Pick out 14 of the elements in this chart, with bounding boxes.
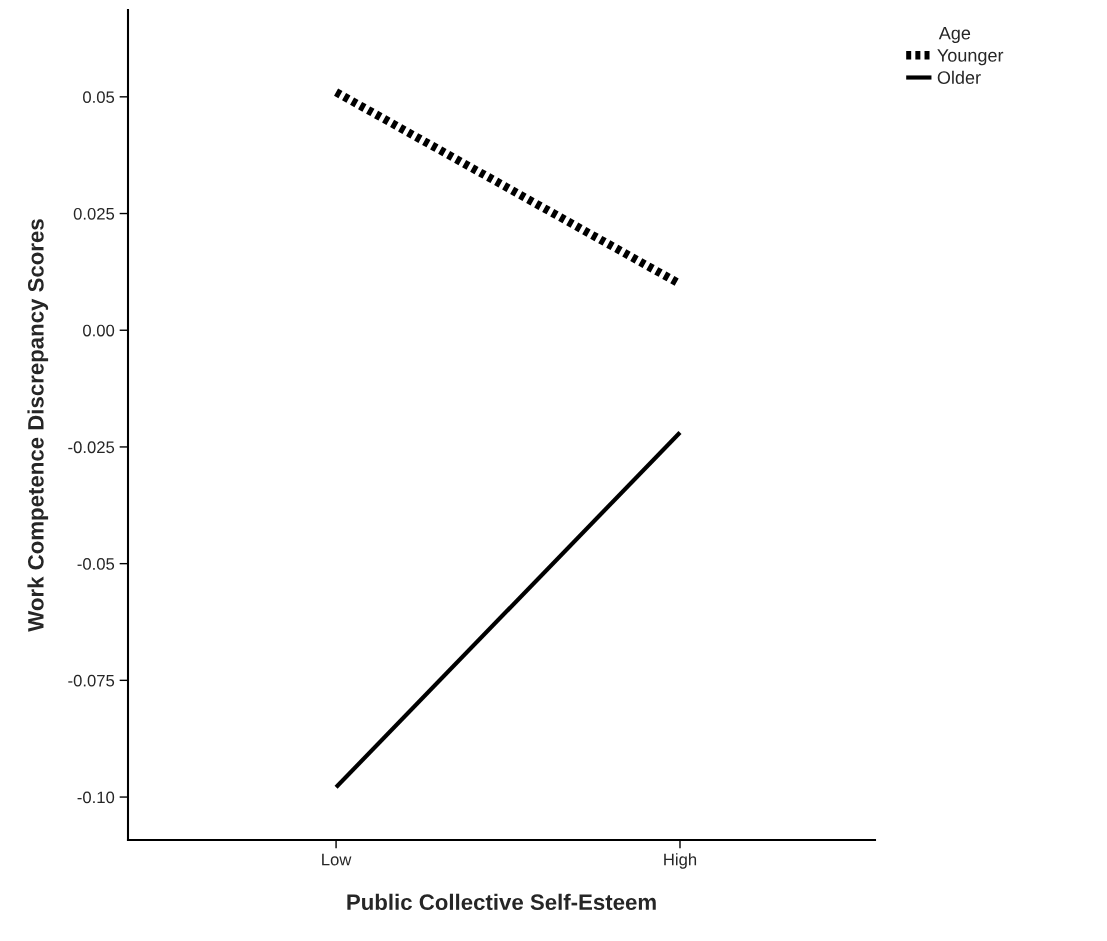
x-tick-label: High (664, 853, 697, 869)
y-tick-label: -0.025 (68, 441, 115, 454)
legend-title: Age (938, 26, 971, 44)
legend-label: Older (937, 70, 981, 85)
y-tick-label: -0.10 (77, 791, 115, 804)
y-tick-label: 0.025 (73, 207, 115, 220)
legend-label: Younger (937, 49, 1004, 66)
y-tick-label: 0.00 (83, 324, 115, 337)
y-tick-label: -0.075 (68, 674, 115, 687)
x-axis-title: Public Collective Self-Esteem (347, 893, 656, 911)
y-tick-label: -0.05 (77, 558, 115, 570)
y-tick-label: 0.05 (83, 91, 115, 104)
x-tick-label: Low (322, 853, 352, 866)
y-axis-title: Work Competence Discrepancy Scores (27, 219, 49, 632)
